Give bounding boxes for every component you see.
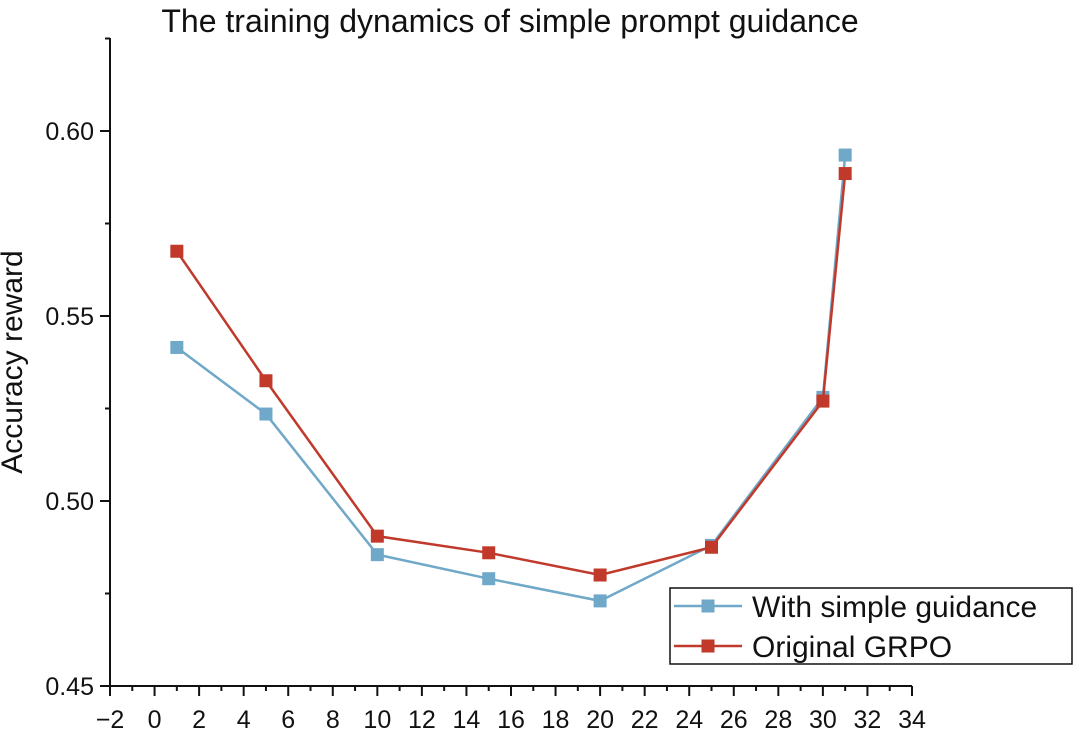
- x-tick-label: 4: [237, 706, 251, 734]
- data-point-marker: [259, 407, 273, 421]
- series-line: [175, 173, 847, 577]
- chart-title: The training dynamics of simple prompt g…: [161, 3, 858, 39]
- x-tick-label: 16: [497, 706, 525, 734]
- x-tick-label: 14: [453, 706, 481, 734]
- y-tick-label: 0.50: [45, 488, 94, 516]
- legend-label: Original GRPO: [752, 631, 952, 664]
- data-point-marker: [482, 546, 496, 560]
- x-tick-label: 28: [764, 706, 792, 734]
- x-tick-label: 8: [326, 706, 340, 734]
- x-tick-label: 32: [854, 706, 882, 734]
- data-point-marker: [482, 572, 496, 586]
- y-tick-label: 0.55: [45, 303, 94, 331]
- series-layer: [170, 148, 852, 608]
- x-tick-label: 2: [192, 706, 206, 734]
- x-axis-ticks: −2 0 2 4 6 8 10 12 14 16 18 20 22 24 26 28 30 32 34: [96, 686, 926, 734]
- x-tick-label: 30: [809, 706, 837, 734]
- series-line: [176, 154, 847, 603]
- data-point-marker: [593, 568, 607, 582]
- y-axis-ticks: 0.45 0.50 0.55 0.60: [45, 37, 110, 701]
- series-1: [170, 148, 852, 608]
- legend-marker: [701, 639, 715, 653]
- x-tick-label: 22: [631, 706, 659, 734]
- x-tick-label: −2: [96, 706, 125, 734]
- x-tick-label: 26: [720, 706, 748, 734]
- data-point-marker: [705, 540, 718, 554]
- y-axis-label: Accuracy reward: [0, 250, 29, 473]
- series-2: [170, 167, 852, 582]
- x-tick-label: 12: [408, 706, 436, 734]
- legend: With simple guidance Original GRPO: [669, 587, 1073, 665]
- legend-item: With simple guidance: [674, 591, 1037, 624]
- x-tick-label: 34: [898, 706, 926, 734]
- data-point-marker: [170, 340, 184, 354]
- y-tick-label: 0.45: [45, 673, 94, 701]
- data-point-marker: [816, 394, 830, 408]
- data-point-marker: [370, 529, 384, 543]
- x-tick-label: 20: [586, 706, 614, 734]
- data-point-marker: [593, 594, 607, 608]
- x-tick-label: 6: [281, 706, 295, 734]
- x-tick-label: 10: [363, 706, 391, 734]
- legend-item: Original GRPO: [674, 631, 952, 664]
- data-point-marker: [838, 167, 852, 181]
- y-tick-label: 0.60: [45, 118, 94, 146]
- legend-marker: [701, 599, 715, 613]
- data-point-marker: [370, 548, 384, 562]
- legend-box: [669, 587, 1073, 665]
- data-point-marker: [170, 244, 184, 258]
- x-tick-label: 0: [148, 706, 162, 734]
- data-point-marker: [838, 148, 852, 162]
- x-tick-label: 18: [542, 706, 570, 734]
- legend-label: With simple guidance: [752, 591, 1037, 624]
- x-tick-label: 24: [675, 706, 703, 734]
- data-point-marker: [259, 374, 273, 388]
